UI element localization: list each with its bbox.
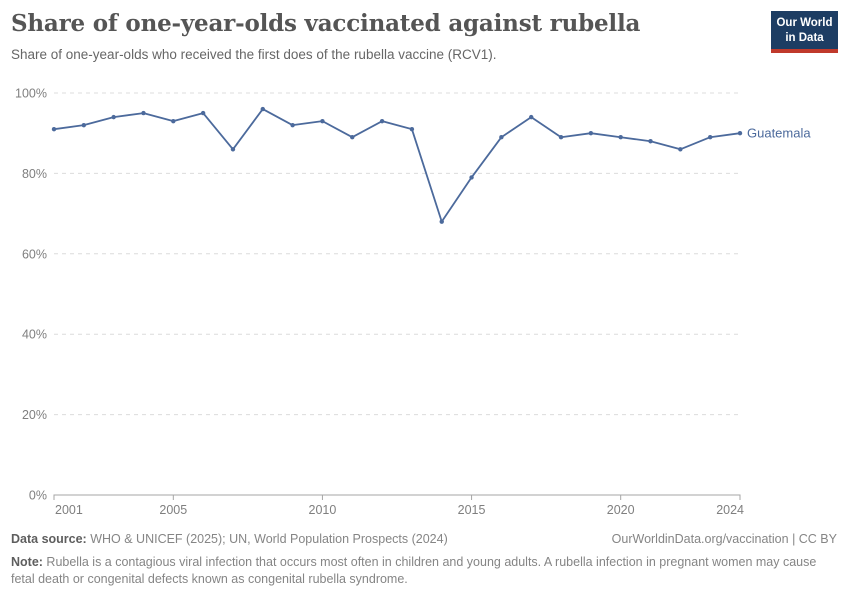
y-tick-label: 0% bbox=[29, 489, 47, 503]
note-label: Note: bbox=[11, 554, 43, 569]
note-text: Rubella is a contagious viral infection … bbox=[11, 554, 817, 587]
data-point[interactable] bbox=[171, 118, 176, 124]
data-point[interactable] bbox=[529, 114, 534, 120]
chart-note: Note: Rubella is a contagious viral infe… bbox=[11, 554, 829, 589]
data-point[interactable] bbox=[379, 118, 385, 124]
y-tick-label: 80% bbox=[22, 167, 47, 181]
line-chart[interactable]: 0% 20% 40% 60% 80% 100% 2001 2005 2010 2015 2020 20… bbox=[0, 0, 850, 530]
y-tick-label: 100% bbox=[15, 87, 47, 101]
x-tick-label: 2024 bbox=[716, 503, 744, 517]
page-title: Share of one-year-olds vaccinated agains… bbox=[11, 10, 641, 37]
data-point[interactable] bbox=[499, 135, 504, 140]
data-source-text: WHO & UNICEF (2025); UN, World Populatio… bbox=[86, 532, 448, 546]
owid-logo[interactable]: Our World in Data bbox=[771, 11, 838, 54]
data-point[interactable] bbox=[350, 135, 355, 140]
data-point[interactable] bbox=[290, 122, 295, 128]
data-point[interactable] bbox=[409, 126, 415, 132]
data-source: Data source: WHO & UNICEF (2025); UN, Wo… bbox=[11, 531, 448, 549]
data-point[interactable] bbox=[588, 131, 594, 136]
data-point[interactable] bbox=[200, 110, 206, 116]
data-point[interactable] bbox=[439, 219, 444, 224]
data-point[interactable] bbox=[678, 147, 683, 152]
source-row: Data source: WHO & UNICEF (2025); UN, Wo… bbox=[11, 531, 837, 549]
y-tick-label: 40% bbox=[22, 328, 47, 342]
chart-canvas: 0% 20% 40% 60% 80% 100% 2001 2005 2010 2015 2020 20… bbox=[15, 87, 811, 518]
data-point[interactable] bbox=[707, 135, 713, 140]
data-point[interactable] bbox=[141, 110, 146, 116]
x-tick-label: 2001 bbox=[55, 503, 83, 517]
data-point[interactable] bbox=[111, 114, 116, 120]
data-point[interactable] bbox=[51, 126, 57, 132]
chart-subtitle: Share of one-year-olds who received the … bbox=[11, 47, 497, 63]
x-tick-label: 2020 bbox=[607, 503, 635, 517]
data-point[interactable] bbox=[260, 106, 265, 112]
data-point[interactable] bbox=[469, 175, 474, 180]
y-tick-label: 60% bbox=[22, 247, 47, 261]
data-point[interactable] bbox=[737, 131, 743, 136]
x-tick-label: 2010 bbox=[309, 503, 337, 517]
data-point[interactable] bbox=[230, 147, 236, 152]
data-point[interactable] bbox=[81, 122, 87, 128]
data-point[interactable] bbox=[558, 135, 564, 140]
y-tick-label: 20% bbox=[22, 408, 47, 422]
x-tick-label: 2005 bbox=[159, 503, 187, 517]
series-label: Guatemala bbox=[747, 126, 811, 141]
data-point[interactable] bbox=[320, 118, 325, 124]
data-point[interactable] bbox=[648, 139, 653, 144]
owid-logo-line2: in Data bbox=[785, 31, 824, 44]
rights-link[interactable]: OurWorldinData.org/vaccination | CC BY bbox=[611, 532, 837, 546]
x-tick-label: 2015 bbox=[458, 503, 486, 517]
data-point[interactable] bbox=[618, 135, 623, 140]
chart-header: Share of one-year-olds vaccinated agains… bbox=[11, 8, 760, 64]
data-line[interactable] bbox=[53, 108, 741, 223]
chart-footer: Data source: WHO & UNICEF (2025); UN, Wo… bbox=[11, 531, 837, 589]
owid-logo-line1: Our World bbox=[776, 17, 833, 29]
data-source-label: Data source: bbox=[11, 532, 87, 546]
